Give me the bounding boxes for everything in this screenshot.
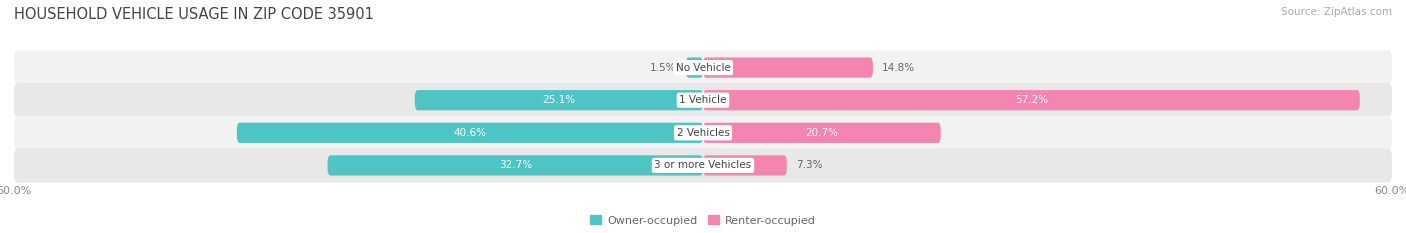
FancyBboxPatch shape — [703, 123, 941, 143]
FancyBboxPatch shape — [686, 58, 703, 78]
Legend: Owner-occupied, Renter-occupied: Owner-occupied, Renter-occupied — [586, 211, 820, 230]
Text: 57.2%: 57.2% — [1015, 95, 1047, 105]
FancyBboxPatch shape — [328, 155, 703, 175]
Text: 25.1%: 25.1% — [543, 95, 575, 105]
FancyBboxPatch shape — [703, 58, 873, 78]
Text: No Vehicle: No Vehicle — [675, 63, 731, 72]
FancyBboxPatch shape — [415, 90, 703, 110]
Text: 1.5%: 1.5% — [650, 63, 676, 72]
Text: Source: ZipAtlas.com: Source: ZipAtlas.com — [1281, 7, 1392, 17]
Text: 1 Vehicle: 1 Vehicle — [679, 95, 727, 105]
Text: 7.3%: 7.3% — [796, 161, 823, 170]
FancyBboxPatch shape — [14, 83, 1392, 117]
Text: HOUSEHOLD VEHICLE USAGE IN ZIP CODE 35901: HOUSEHOLD VEHICLE USAGE IN ZIP CODE 3590… — [14, 7, 374, 22]
Text: 2 Vehicles: 2 Vehicles — [676, 128, 730, 138]
FancyBboxPatch shape — [236, 123, 703, 143]
FancyBboxPatch shape — [14, 148, 1392, 183]
Text: 3 or more Vehicles: 3 or more Vehicles — [654, 161, 752, 170]
FancyBboxPatch shape — [14, 116, 1392, 150]
Text: 32.7%: 32.7% — [499, 161, 531, 170]
FancyBboxPatch shape — [703, 155, 787, 175]
Text: 40.6%: 40.6% — [453, 128, 486, 138]
Text: 20.7%: 20.7% — [806, 128, 838, 138]
FancyBboxPatch shape — [703, 90, 1360, 110]
FancyBboxPatch shape — [14, 50, 1392, 85]
Text: 14.8%: 14.8% — [882, 63, 915, 72]
